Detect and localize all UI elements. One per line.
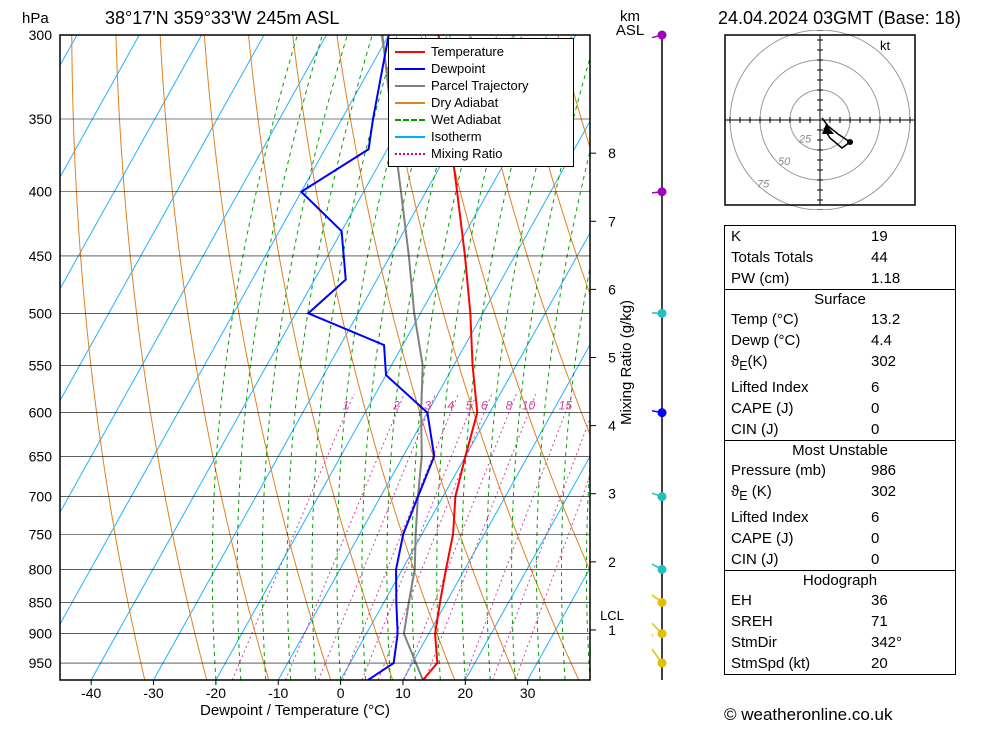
index-row: StmSpd (kt)20 — [725, 653, 955, 674]
legend-item: Mixing Ratio — [395, 145, 567, 162]
svg-text:8: 8 — [506, 399, 513, 413]
svg-text:10: 10 — [395, 685, 411, 701]
legend-item: Dewpoint — [395, 60, 567, 77]
svg-text:8: 8 — [608, 145, 616, 161]
legend-item: Isotherm — [395, 128, 567, 145]
svg-text:700: 700 — [29, 489, 53, 505]
legend-item: Temperature — [395, 43, 567, 60]
svg-text:550: 550 — [29, 357, 53, 373]
svg-text:0: 0 — [337, 685, 345, 701]
svg-text:900: 900 — [29, 626, 53, 642]
legend-item: Wet Adiabat — [395, 111, 567, 128]
svg-text:-30: -30 — [143, 685, 163, 701]
svg-text:400: 400 — [29, 184, 53, 200]
hodograph: 25 50 75 — [720, 30, 920, 210]
index-row: CAPE (J)0 — [725, 398, 955, 419]
svg-text:3: 3 — [608, 486, 616, 502]
index-row: Totals Totals44 — [725, 247, 955, 268]
svg-text:30: 30 — [520, 685, 536, 701]
svg-text:2: 2 — [608, 554, 616, 570]
section-title: Most Unstable — [725, 440, 955, 460]
svg-text:650: 650 — [29, 448, 53, 464]
index-row: SREH71 — [725, 611, 955, 632]
hodograph-unit: kt — [880, 38, 890, 53]
header-right: 24.04.2024 03GMT (Base: 18) — [718, 8, 961, 29]
svg-text:15: 15 — [559, 399, 573, 413]
index-row: EH36 — [725, 590, 955, 611]
index-row: Dewp (°C)4.4 — [725, 330, 955, 351]
svg-text:600: 600 — [29, 405, 53, 421]
svg-text:300: 300 — [29, 27, 53, 43]
legend-item: Dry Adiabat — [395, 94, 567, 111]
index-row: Temp (°C)13.2 — [725, 309, 955, 330]
index-row: Lifted Index6 — [725, 377, 955, 398]
index-row: K19 — [725, 226, 955, 247]
index-row: PW (cm)1.18 — [725, 268, 955, 289]
svg-text:5: 5 — [608, 350, 616, 366]
svg-text:20: 20 — [458, 685, 474, 701]
svg-text:75: 75 — [757, 179, 770, 191]
svg-text:950: 950 — [29, 655, 53, 671]
svg-text:2: 2 — [392, 399, 400, 413]
svg-text:-20: -20 — [206, 685, 226, 701]
section-title: Hodograph — [725, 570, 955, 590]
wind-barb-strip — [652, 0, 712, 733]
svg-text:500: 500 — [29, 305, 53, 321]
section-title: Surface — [725, 289, 955, 309]
svg-text:750: 750 — [29, 526, 53, 542]
svg-text:450: 450 — [29, 248, 53, 264]
svg-text:6: 6 — [608, 281, 616, 297]
index-row: CIN (J)0 — [725, 549, 955, 570]
svg-text:800: 800 — [29, 561, 53, 577]
svg-text:7: 7 — [608, 213, 616, 229]
legend-item: Parcel Trajectory — [395, 77, 567, 94]
svg-text:4: 4 — [608, 418, 616, 434]
mixing-ratio-axis-label: Mixing Ratio (g/kg) — [618, 300, 635, 425]
svg-text:350: 350 — [29, 111, 53, 127]
x-axis-label: Dewpoint / Temperature (°C) — [200, 702, 390, 719]
svg-text:5: 5 — [466, 399, 473, 413]
svg-text:50: 50 — [778, 156, 791, 168]
index-row: Pressure (mb)986 — [725, 460, 955, 481]
svg-text:10: 10 — [522, 399, 536, 413]
index-row: ϑE (K)302 — [725, 481, 955, 507]
indices-table: K19Totals Totals44PW (cm)1.18SurfaceTemp… — [724, 225, 956, 675]
index-row: StmDir342° — [725, 632, 955, 653]
svg-text:LCL: LCL — [600, 608, 624, 623]
index-row: ϑE(K)302 — [725, 351, 955, 377]
svg-text:6: 6 — [481, 399, 488, 413]
svg-text:1: 1 — [343, 399, 350, 413]
svg-text:850: 850 — [29, 594, 53, 610]
index-row: Lifted Index6 — [725, 507, 955, 528]
legend: TemperatureDewpointParcel TrajectoryDry … — [388, 38, 574, 167]
svg-text:1: 1 — [608, 622, 616, 638]
index-row: CAPE (J)0 — [725, 528, 955, 549]
svg-text:-10: -10 — [268, 685, 288, 701]
svg-text:25: 25 — [798, 134, 812, 146]
index-row: CIN (J)0 — [725, 419, 955, 440]
copyright: © weatheronline.co.uk — [724, 705, 892, 725]
svg-text:-40: -40 — [81, 685, 101, 701]
skewt-page: 38°17'N 359°33'W 245m ASL 24.04.2024 03G… — [0, 0, 1000, 733]
svg-text:4: 4 — [447, 399, 454, 413]
